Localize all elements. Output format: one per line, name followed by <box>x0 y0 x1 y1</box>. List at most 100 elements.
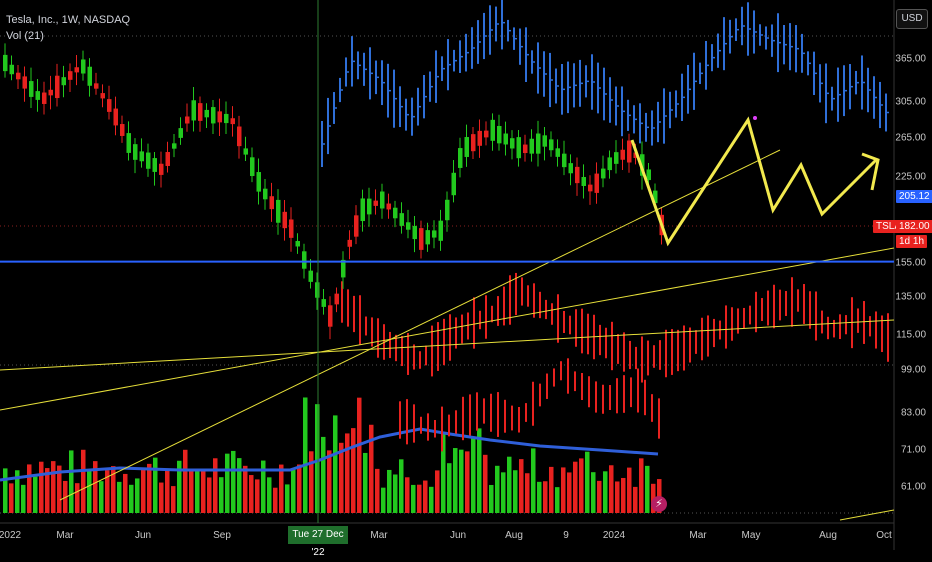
volume-bar <box>507 456 512 513</box>
volume-bar <box>489 484 494 513</box>
time-tick: Mar <box>56 530 74 541</box>
volume-bar <box>483 454 488 513</box>
volume-bar <box>189 470 194 513</box>
candle-body <box>575 166 580 184</box>
candle-body <box>217 111 222 123</box>
candle-body <box>347 239 352 247</box>
volume-bar <box>201 469 206 513</box>
volume-bar <box>555 487 560 513</box>
candle-body <box>3 54 8 72</box>
candle-body <box>224 113 229 124</box>
candle-body <box>250 157 255 177</box>
candle-body <box>620 149 625 160</box>
candle-body <box>237 126 242 147</box>
volume-bar <box>633 486 638 513</box>
candle-body <box>263 188 268 200</box>
symbol-title[interactable]: Tesla, Inc., 1W, NASDAQ <box>6 14 131 26</box>
volume-bar <box>57 465 62 513</box>
volume-bar <box>453 448 458 513</box>
volume-bar <box>423 480 428 513</box>
candle-body <box>120 124 125 136</box>
candle-body <box>555 148 560 157</box>
candle-body <box>451 172 456 196</box>
candle-body <box>282 211 287 229</box>
volume-bar <box>387 469 392 513</box>
volume-bar <box>213 458 218 513</box>
time-tick: 2022 <box>0 530 22 541</box>
candle-body <box>81 59 86 74</box>
candle-body <box>497 125 502 144</box>
volume-indicator-label[interactable]: Vol (21) <box>6 30 44 42</box>
price-tick: 265.00 <box>895 132 926 144</box>
chart-root <box>0 0 932 550</box>
candle-body <box>269 196 274 210</box>
volume-bar <box>603 471 608 513</box>
volume-bar <box>309 451 314 513</box>
volume-bar <box>255 479 260 513</box>
candle-body <box>328 305 333 327</box>
volume-bar <box>639 458 644 513</box>
volume-bar <box>195 470 200 513</box>
time-tick: Oct <box>876 530 892 541</box>
candle-body <box>159 163 164 175</box>
candle-body <box>406 222 411 230</box>
volume-bar <box>231 450 236 513</box>
volume-bar <box>69 450 74 513</box>
price-tick: 155.00 <box>895 257 926 269</box>
volume-bar <box>45 468 50 513</box>
volume-bar <box>537 481 542 513</box>
candle-body <box>490 119 495 141</box>
time-tick: Jun <box>134 530 152 541</box>
candle-body <box>354 215 359 237</box>
candle-body <box>178 128 183 138</box>
volume-bar <box>411 484 416 513</box>
trendline <box>0 319 895 371</box>
level-badge: 205.12 <box>896 190 932 203</box>
volume-bar <box>471 436 476 513</box>
candle-body <box>341 259 346 278</box>
candle-body <box>35 91 40 100</box>
candle-body <box>48 89 53 96</box>
candle-body <box>94 83 99 89</box>
price-chart[interactable] <box>0 0 932 550</box>
volume-ma-line <box>0 427 659 482</box>
volume-bar <box>51 461 56 513</box>
candle-body <box>133 144 138 160</box>
volume-bar <box>303 397 308 513</box>
candle-body <box>588 184 593 192</box>
volume-bar <box>207 477 212 513</box>
volume-bar <box>441 431 446 513</box>
candle-body <box>276 199 281 223</box>
candle-body <box>204 109 209 118</box>
candle-body <box>373 200 378 206</box>
volume-bar <box>123 473 128 513</box>
volume-bar <box>531 448 536 513</box>
flash-icon[interactable]: ⚡ <box>651 496 667 512</box>
candle-body <box>516 137 521 159</box>
volume-bar <box>477 428 482 513</box>
candle-body <box>146 152 151 169</box>
candle-body <box>74 67 79 73</box>
candle-body <box>22 76 27 89</box>
volume-bar <box>33 476 38 513</box>
candle-body <box>503 133 508 145</box>
volume-bar <box>291 469 296 513</box>
volume-bar <box>381 487 386 513</box>
candle-body <box>432 230 437 238</box>
candle-body <box>113 108 118 126</box>
candle-body <box>191 100 196 121</box>
volume-bar <box>87 471 92 513</box>
volume-bar <box>93 461 98 513</box>
candle-body <box>55 75 60 99</box>
candle-body <box>380 191 385 209</box>
volume-bar <box>183 449 188 513</box>
volume-bar <box>285 484 290 513</box>
candle-body <box>152 158 157 172</box>
currency-button[interactable]: USD <box>896 9 928 29</box>
volume-bar <box>129 484 134 513</box>
volume-bar <box>225 453 230 513</box>
volume-bar <box>429 486 434 513</box>
candle-body <box>9 64 14 75</box>
candle-body <box>399 213 404 226</box>
candle-body <box>445 199 450 221</box>
